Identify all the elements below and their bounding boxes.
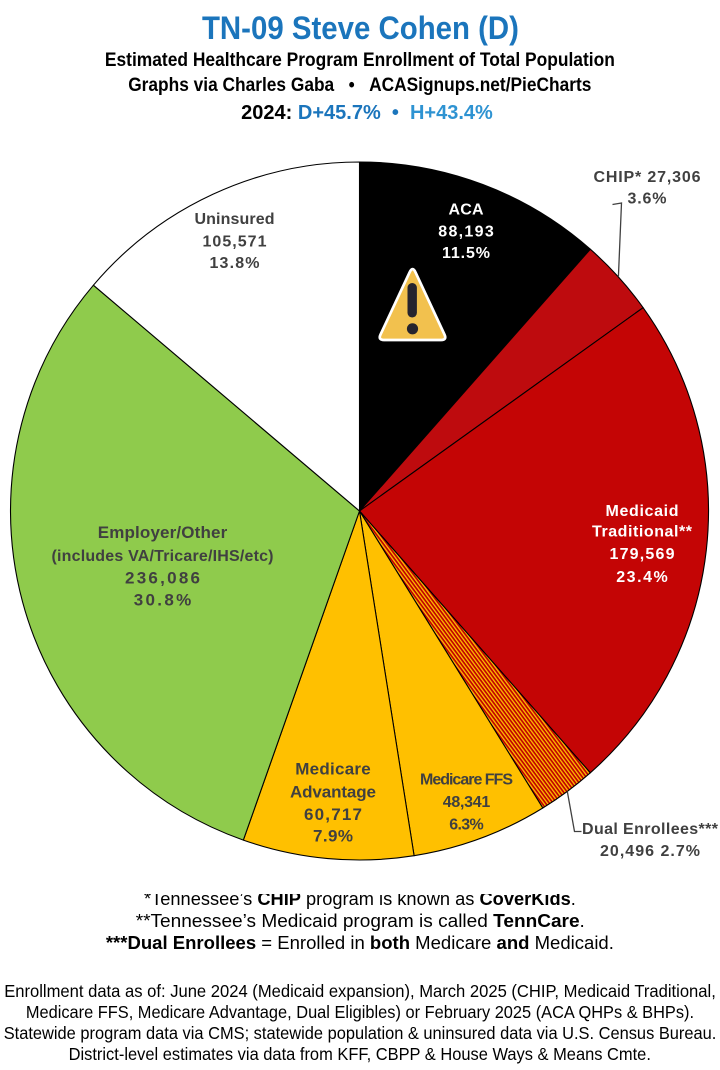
svg-text:Advantage: Advantage [290, 783, 376, 802]
svg-text:Medicare FFS: Medicare FFS [420, 772, 513, 789]
svg-text:Uninsured: Uninsured [195, 211, 275, 228]
svg-text:Dual Enrollees***: Dual Enrollees*** [582, 821, 719, 838]
svg-text:60,717: 60,717 [304, 805, 362, 824]
svg-text:20,496 2.7%: 20,496 2.7% [600, 843, 700, 860]
svg-text:CHIP* 27,306: CHIP* 27,306 [594, 169, 701, 186]
svg-text:105,571: 105,571 [203, 234, 267, 251]
svg-text:11.5%: 11.5% [442, 245, 490, 262]
svg-text:179,569: 179,569 [610, 546, 675, 563]
svg-text:236,086: 236,086 [125, 569, 200, 588]
svg-text:Employer/Other: Employer/Other [98, 523, 228, 542]
svg-text:13.8%: 13.8% [210, 255, 260, 272]
svg-text:3.6%: 3.6% [628, 191, 667, 208]
svg-text:Traditional**: Traditional** [592, 524, 693, 541]
svg-text:6.3%: 6.3% [449, 817, 484, 834]
svg-text:(includes VA/Tricare/IHS/etc): (includes VA/Tricare/IHS/etc) [52, 548, 274, 565]
svg-text:88,193: 88,193 [438, 224, 494, 241]
svg-text:ACA: ACA [449, 202, 484, 219]
svg-text:48,341: 48,341 [443, 794, 491, 811]
svg-text:Medicaid: Medicaid [606, 503, 679, 520]
svg-text:Medicare: Medicare [295, 760, 371, 779]
svg-text:7.9%: 7.9% [313, 827, 353, 846]
